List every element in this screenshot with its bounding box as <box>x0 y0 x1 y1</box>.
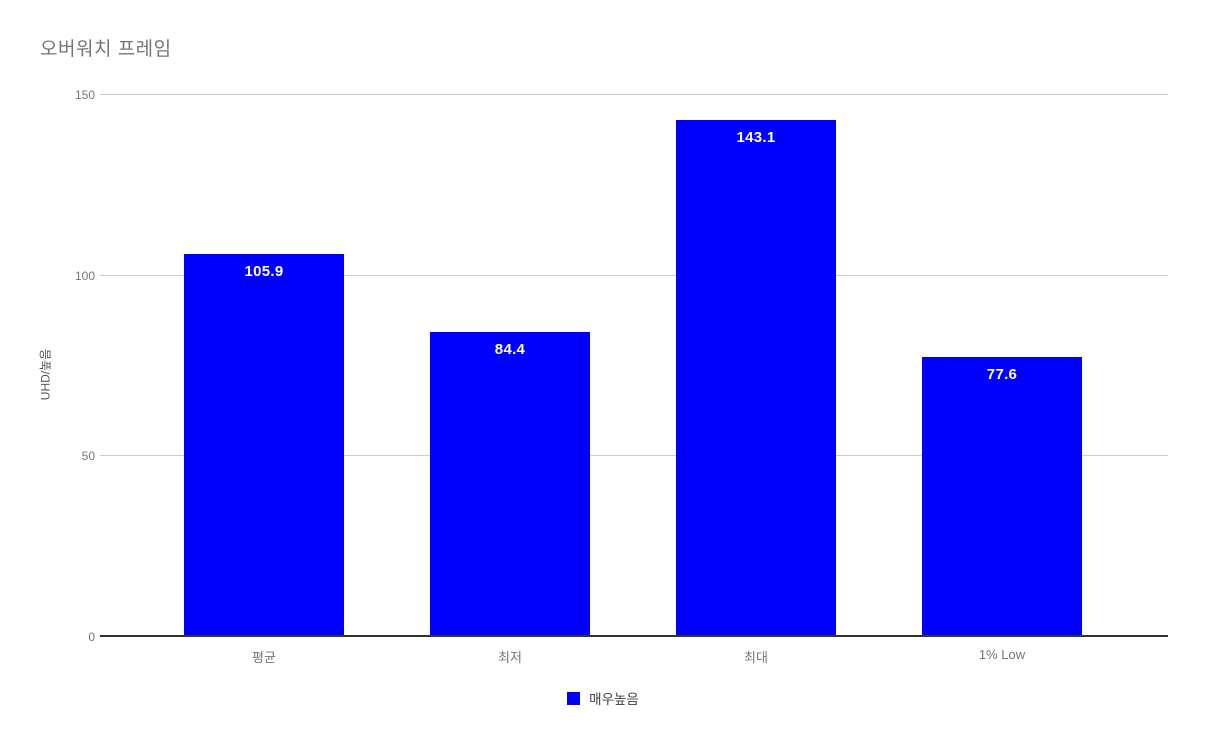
y-tick-label-0: 0 <box>88 630 95 644</box>
bar-1% Low[interactable]: 77.6 <box>922 356 1082 637</box>
plot-area: 105.9 84.4 143.1 77.6 <box>100 94 1168 637</box>
x-category-label-최저: 최저 <box>498 650 522 665</box>
y-tick-label-150: 150 <box>74 88 95 102</box>
bar-최저[interactable]: 84.4 <box>430 332 590 637</box>
chart-title: 오버워치 프레임 <box>40 39 172 60</box>
x-category-label-평균: 평균 <box>252 650 276 665</box>
y-axis-tick-labels: 0 50 100 150 <box>0 88 95 644</box>
gridline-50 <box>100 455 1168 457</box>
bar-value-label: 84.4 <box>494 341 526 359</box>
x-axis-baseline <box>100 635 1168 637</box>
y-tick-label-50: 50 <box>81 449 95 464</box>
gridline-100 <box>100 274 1168 276</box>
bar-value-label: 143.1 <box>736 128 776 146</box>
gridline-150 <box>100 94 1168 95</box>
bar-평균[interactable]: 105.9 <box>184 254 344 637</box>
x-axis-category-labels: 평균 최저 최대 1% Low <box>100 647 1168 666</box>
legend-series-label: 매우높음 <box>589 692 639 707</box>
bar-value-label: 105.9 <box>244 263 284 281</box>
x-category-label-1% Low: 1% Low <box>978 647 1026 662</box>
x-category-label-최대: 최대 <box>744 650 768 665</box>
bars-row: 105.9 84.4 143.1 77.6 <box>100 95 1168 637</box>
legend[interactable]: 매우높음 <box>0 688 1206 708</box>
bar-최대[interactable]: 143.1 <box>676 119 836 637</box>
bar-value-label: 77.6 <box>986 365 1018 383</box>
y-tick-label-100: 100 <box>74 268 95 283</box>
legend-swatch-icon <box>567 691 581 705</box>
